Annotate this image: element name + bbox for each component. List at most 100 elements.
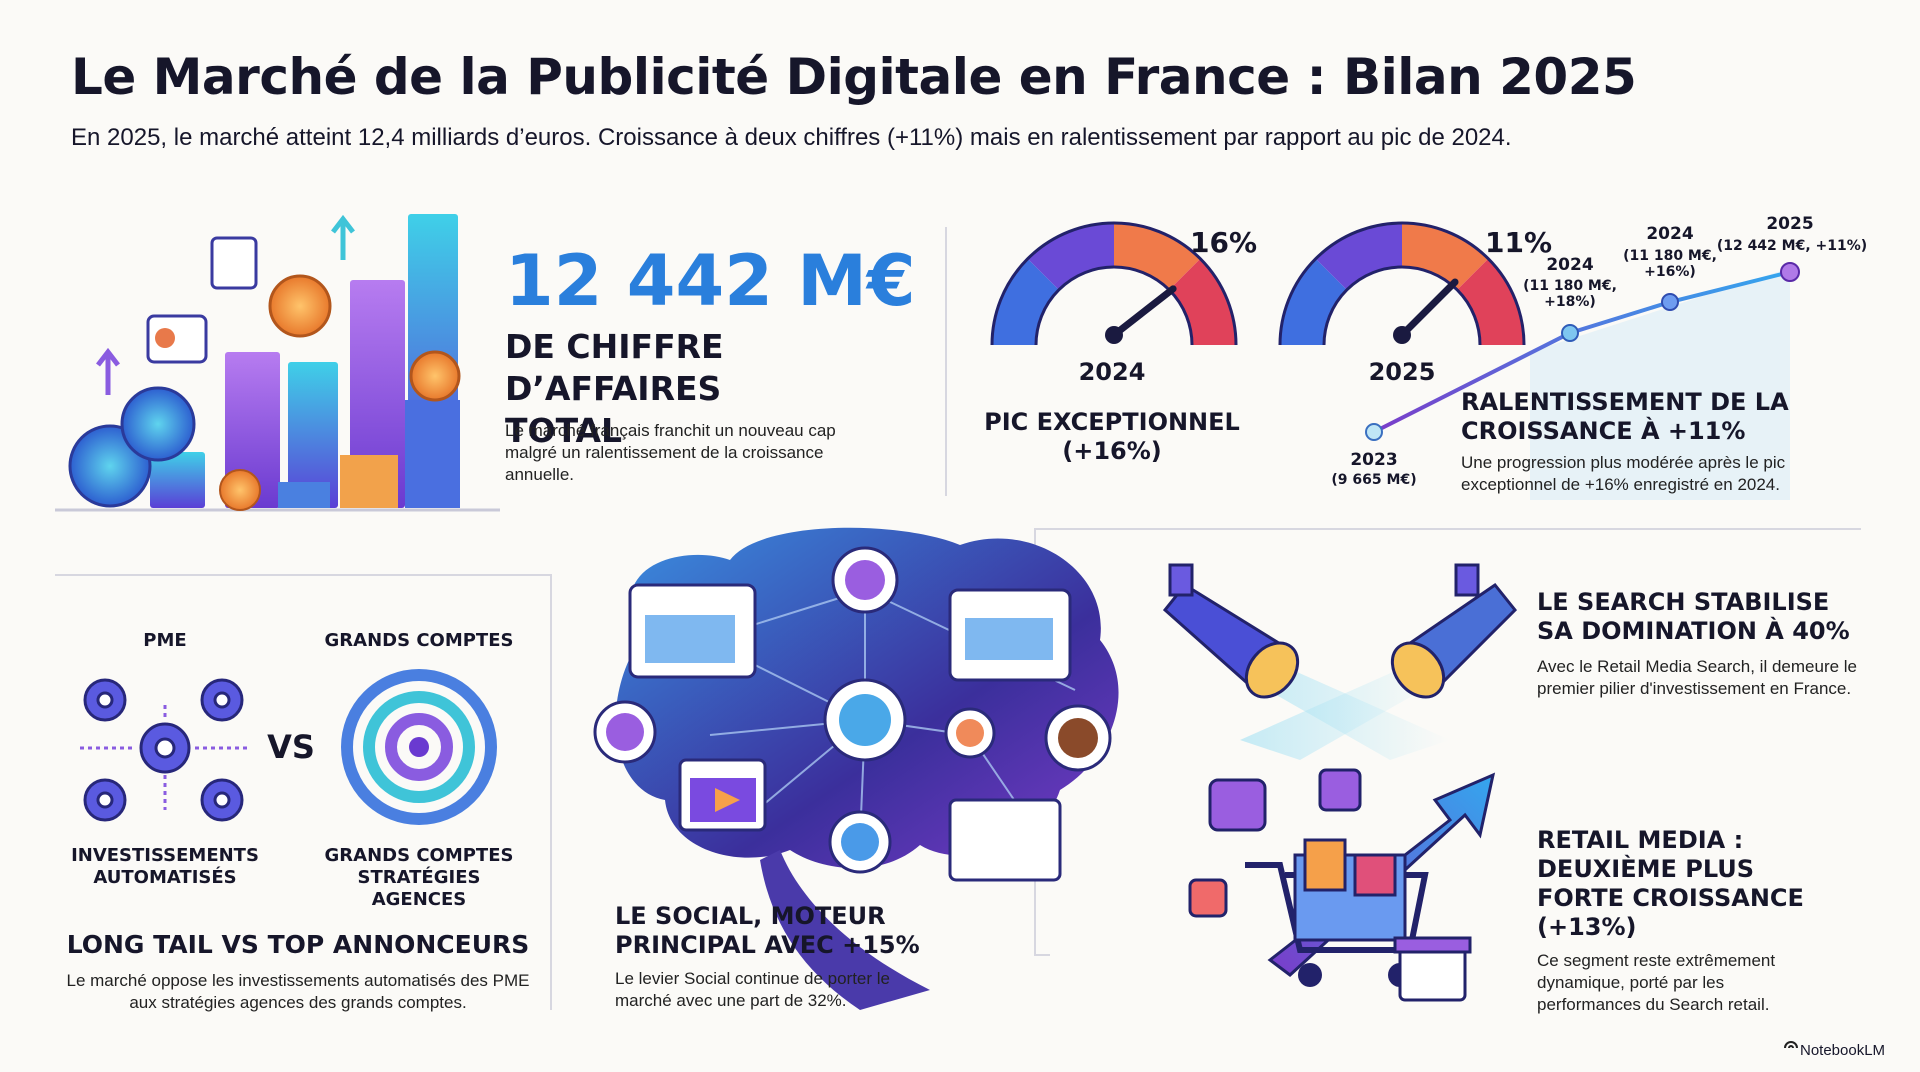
gauge-percent: 11% (1485, 226, 1553, 259)
retail-illustration-part (1298, 963, 1322, 987)
retail-illustration-part (1393, 936, 1472, 954)
target-icon-part (409, 737, 429, 757)
gauge-segment (1401, 223, 1489, 291)
bars-illustration-part (225, 352, 280, 508)
gauge-needle (1110, 285, 1177, 339)
growth-line-part (1561, 324, 1579, 342)
bars-illustration-part (278, 482, 330, 508)
subtitle: En 2025, le marché atteint 12,4 milliard… (71, 124, 1512, 151)
gears-icon-part (154, 737, 176, 759)
retail-illustration-part (1353, 853, 1397, 897)
social-network-illustration-part-part (841, 823, 879, 861)
point-detail: (12 442 M€, +11%) (1716, 238, 1868, 254)
spotlights-illustration-part (1454, 563, 1480, 597)
bars-illustration-part (288, 362, 338, 508)
growth-line (1365, 262, 1800, 500)
gauge-year: 2024 (1078, 358, 1146, 386)
segment-title: GRANDS COMPTES (324, 630, 514, 651)
title: Le Marché de la Publicité Digitale en Fr… (71, 48, 1637, 106)
segments-text: Le marché oppose les investissements aut… (66, 971, 530, 1012)
bars-illustration-part (155, 328, 175, 348)
social-network-illustration-part (965, 618, 1053, 660)
social-network-illustration-part (645, 615, 735, 663)
gears-icon-part (213, 691, 231, 709)
growth-line-part (1780, 262, 1800, 282)
segment-title: PME (143, 630, 187, 651)
spotlights-illustration-part (1244, 641, 1300, 699)
bars-illustration-part (331, 214, 355, 260)
retail-illustration-part (1303, 838, 1347, 892)
social-heading: LE SOCIAL, MOTEUR PRINCIPAL AVEC +15% (615, 902, 920, 959)
growth-line-part (1373, 270, 1791, 434)
gauge-segment (1113, 223, 1201, 291)
spotlights-illustration (1162, 563, 1518, 760)
retail-text: Ce segment reste extrêmement dynamique, … (1537, 951, 1776, 1014)
retail-heading: RETAIL MEDIA : DEUXIÈME PLUS FORTE CROIS… (1537, 826, 1804, 941)
gauge-segment (1315, 223, 1403, 291)
target-icon (341, 669, 497, 825)
gauge-hub (1105, 326, 1123, 344)
growth-text: Une progression plus modérée après le pi… (1461, 453, 1786, 494)
target-icon-part (341, 669, 497, 825)
gears-icon-part (96, 791, 114, 809)
target-icon-part (385, 713, 453, 781)
bars-illustration-part (120, 386, 196, 462)
gauges (990, 221, 1526, 346)
retail-illustration (1188, 768, 1496, 1002)
gauge-caption: PIC EXCEPTIONNEL (+16%) (984, 408, 1240, 465)
growth-line-part (1661, 293, 1679, 311)
social-network-illustration-part-part (606, 713, 644, 751)
bars-illustration (55, 214, 500, 512)
social-network-illustration-part-part (948, 798, 1062, 882)
vs-label: VS (267, 728, 315, 766)
gauge-segment (1280, 258, 1348, 346)
bars-illustration-part (350, 280, 405, 508)
spotlights-illustration-part (1168, 563, 1194, 597)
gauge-outline (1278, 221, 1526, 346)
point-year: 2024 (1646, 224, 1694, 244)
bars-illustration-part (405, 400, 460, 508)
social-network-illustration-part-part (1058, 718, 1098, 758)
kpi-value: 12 442 M€ (505, 240, 916, 322)
retail-illustration-part (1188, 878, 1228, 918)
point-detail: (9 665 M€) (1331, 472, 1417, 488)
gauge-segment (1168, 258, 1236, 346)
dividers-part (55, 574, 552, 1010)
bars-illustration-part (96, 347, 120, 395)
footer-brand: NotebookLM (1800, 1042, 1886, 1059)
gears-icon-part (96, 691, 114, 709)
social-network-illustration-part-part (956, 719, 984, 747)
gauge-segment (992, 258, 1060, 346)
bars-illustration-part (210, 236, 258, 290)
gauge-segment (1456, 258, 1524, 346)
gears-icon-part (80, 705, 250, 810)
gauge-segment (1027, 223, 1115, 291)
gauge-hub (1393, 326, 1411, 344)
point-year: 2023 (1350, 450, 1398, 470)
target-icon-part (363, 691, 475, 803)
bars-illustration-part (219, 469, 261, 511)
gears-icon-part (213, 791, 231, 809)
spotlights-illustration-part (1390, 641, 1446, 699)
bars-illustration-part (340, 455, 398, 508)
retail-illustration-part (1318, 768, 1362, 812)
logo-mark (1784, 1041, 1798, 1049)
social-network-illustration-part (760, 850, 930, 1010)
spotlights-illustration-part (1240, 660, 1440, 760)
social-network-illustration-part-part (845, 560, 885, 600)
bars-illustration-part (150, 452, 205, 508)
search-text: Avec le Retail Media Search, il demeure … (1537, 657, 1858, 698)
segment-caption: INVESTISSEMENTS AUTOMATISÉS (71, 845, 259, 888)
bars-illustration-part (146, 314, 208, 364)
kpi-text: Le marché français franchit un nouveau c… (505, 421, 836, 484)
gears-icon (80, 678, 250, 822)
search-heading: LE SEARCH STABILISE SA DOMINATION À 40% (1537, 588, 1850, 645)
bars-illustration-part (409, 350, 461, 402)
bars-illustration-part (268, 274, 332, 338)
social-text: Le levier Social continue de porter le m… (615, 969, 890, 1010)
point-detail: (11 180 M€, +18%) (1523, 278, 1617, 310)
social-network-illustration-part-part (839, 694, 891, 746)
growth-heading: RALENTISSEMENT DE LA CROISSANCE À +11% (1461, 388, 1789, 445)
gauge-percent: 16% (1190, 226, 1258, 259)
